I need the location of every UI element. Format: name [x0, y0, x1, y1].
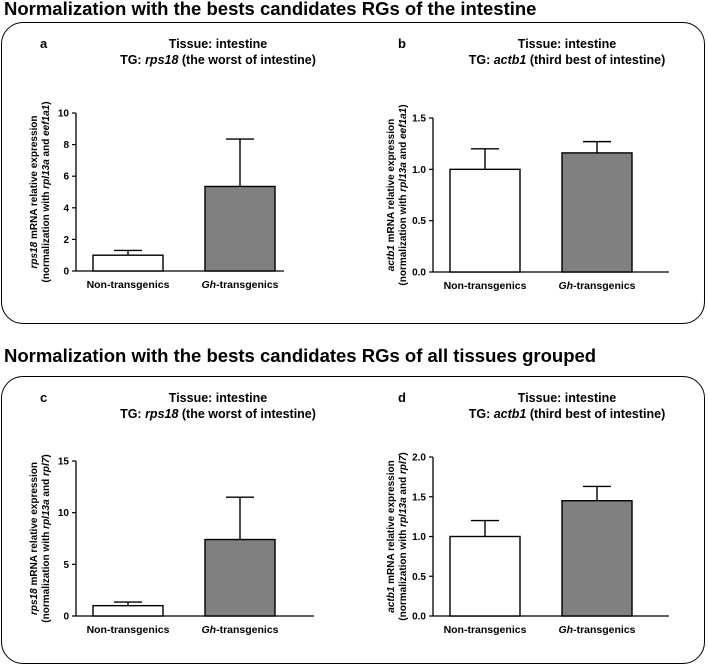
x-category-label: Gh-transgenics — [201, 279, 278, 291]
y-tick-label: 1.5 — [412, 492, 426, 503]
bar — [561, 152, 633, 273]
chart-panel-b: b Tissue: intestine TG: actb1 (third best … — [386, 36, 669, 292]
x-category-label: Gh-transgenics — [558, 280, 635, 292]
x-category-label: Non-transgenics — [444, 280, 527, 292]
chart-group-d: d Tissue: intestine TG: actb1 (third best … — [386, 390, 669, 636]
bar — [449, 168, 521, 273]
chart-panel-c: c Tissue: intestine TG: rps18 (the worst o… — [29, 390, 316, 636]
bar — [92, 254, 164, 272]
y-tick-label: 0 — [63, 267, 69, 278]
panel-letter: a — [40, 36, 48, 51]
chart-title: Tissue: intestine — [169, 37, 267, 51]
bar — [204, 538, 276, 617]
y-tick-label: 0.5 — [412, 216, 426, 227]
chart-subtitle: TG: actb1 (third best of intestine) — [469, 407, 666, 421]
y-axis-label-normalization: (normalization with rpl13a and rpl7) — [41, 454, 52, 622]
y-tick-label: 1.5 — [412, 114, 426, 125]
y-tick-label: 10 — [58, 508, 70, 519]
y-tick-label: 2 — [63, 235, 69, 246]
y-tick-label: 2.0 — [412, 453, 426, 464]
y-axis-label: actb1 mRNA relative expression — [386, 460, 397, 612]
bar — [561, 500, 633, 617]
y-tick-label: 0.0 — [412, 612, 426, 623]
y-tick-label: 0.5 — [412, 572, 426, 583]
y-tick-label: 1.0 — [412, 532, 426, 543]
y-tick-label: 4 — [63, 203, 69, 214]
bar — [449, 535, 521, 617]
section-title-all-tissues: Normalization with the bests candidates … — [4, 345, 597, 366]
bar — [92, 604, 164, 617]
y-axis-label-normalization: (normalization with rpl13a and rpl7) — [398, 452, 409, 620]
x-category-label: Non-transgenics — [444, 624, 527, 636]
chart-title: Tissue: intestine — [169, 391, 267, 405]
chart-panel-a: a Tissue: intestine TG: rps18 (the worst o… — [29, 36, 316, 291]
chart-title: Tissue: intestine — [518, 391, 616, 405]
y-tick-label: 0 — [63, 612, 69, 623]
panel-frame-all-tissues — [1, 376, 705, 664]
y-axis-label: actb1 mRNA relative expression — [386, 119, 397, 271]
section-title-intestine: Normalization with the bests candidates … — [4, 0, 537, 19]
chart-group-a: a Tissue: intestine TG: rps18 (the worst o… — [29, 36, 316, 291]
y-axis-label: rps18 mRNA relative expression — [29, 462, 40, 615]
y-tick-label: 15 — [58, 457, 70, 468]
panel-letter: c — [40, 390, 47, 405]
panel-frame-intestine — [1, 22, 705, 324]
y-tick-label: 5 — [63, 560, 69, 571]
chart-group-b: b Tissue: intestine TG: actb1 (third best … — [386, 36, 669, 292]
x-category-label: Non-transgenics — [87, 624, 170, 636]
chart-group-c: c Tissue: intestine TG: rps18 (the worst o… — [29, 390, 316, 636]
chart-title: Tissue: intestine — [518, 37, 616, 51]
chart-subtitle: TG: rps18 (the worst of intestine) — [120, 53, 316, 67]
x-category-label: Gh-transgenics — [201, 624, 278, 636]
x-category-label: Gh-transgenics — [558, 624, 635, 636]
panel-letter: d — [398, 390, 406, 405]
y-tick-label: 8 — [63, 140, 69, 151]
y-axis-label-normalization: (normalization with rpl13a and eef1a1) — [41, 101, 52, 282]
y-tick-label: 10 — [58, 109, 70, 120]
y-axis-label: rps18 mRNA relative expression — [29, 115, 40, 268]
x-category-label: Non-transgenics — [87, 279, 170, 291]
chart-subtitle: TG: rps18 (the worst of intestine) — [120, 407, 316, 421]
chart-panel-d: d Tissue: intestine TG: actb1 (third best … — [386, 390, 669, 636]
chart-subtitle: TG: actb1 (third best of intestine) — [469, 53, 666, 67]
y-tick-label: 1.0 — [412, 165, 426, 176]
panel-letter: b — [398, 36, 406, 51]
y-axis-label-normalization: (normalization with rpl13a and eef1a1) — [398, 104, 409, 285]
y-tick-label: 6 — [63, 172, 69, 183]
y-tick-label: 0.0 — [412, 268, 426, 279]
bar — [204, 185, 276, 272]
